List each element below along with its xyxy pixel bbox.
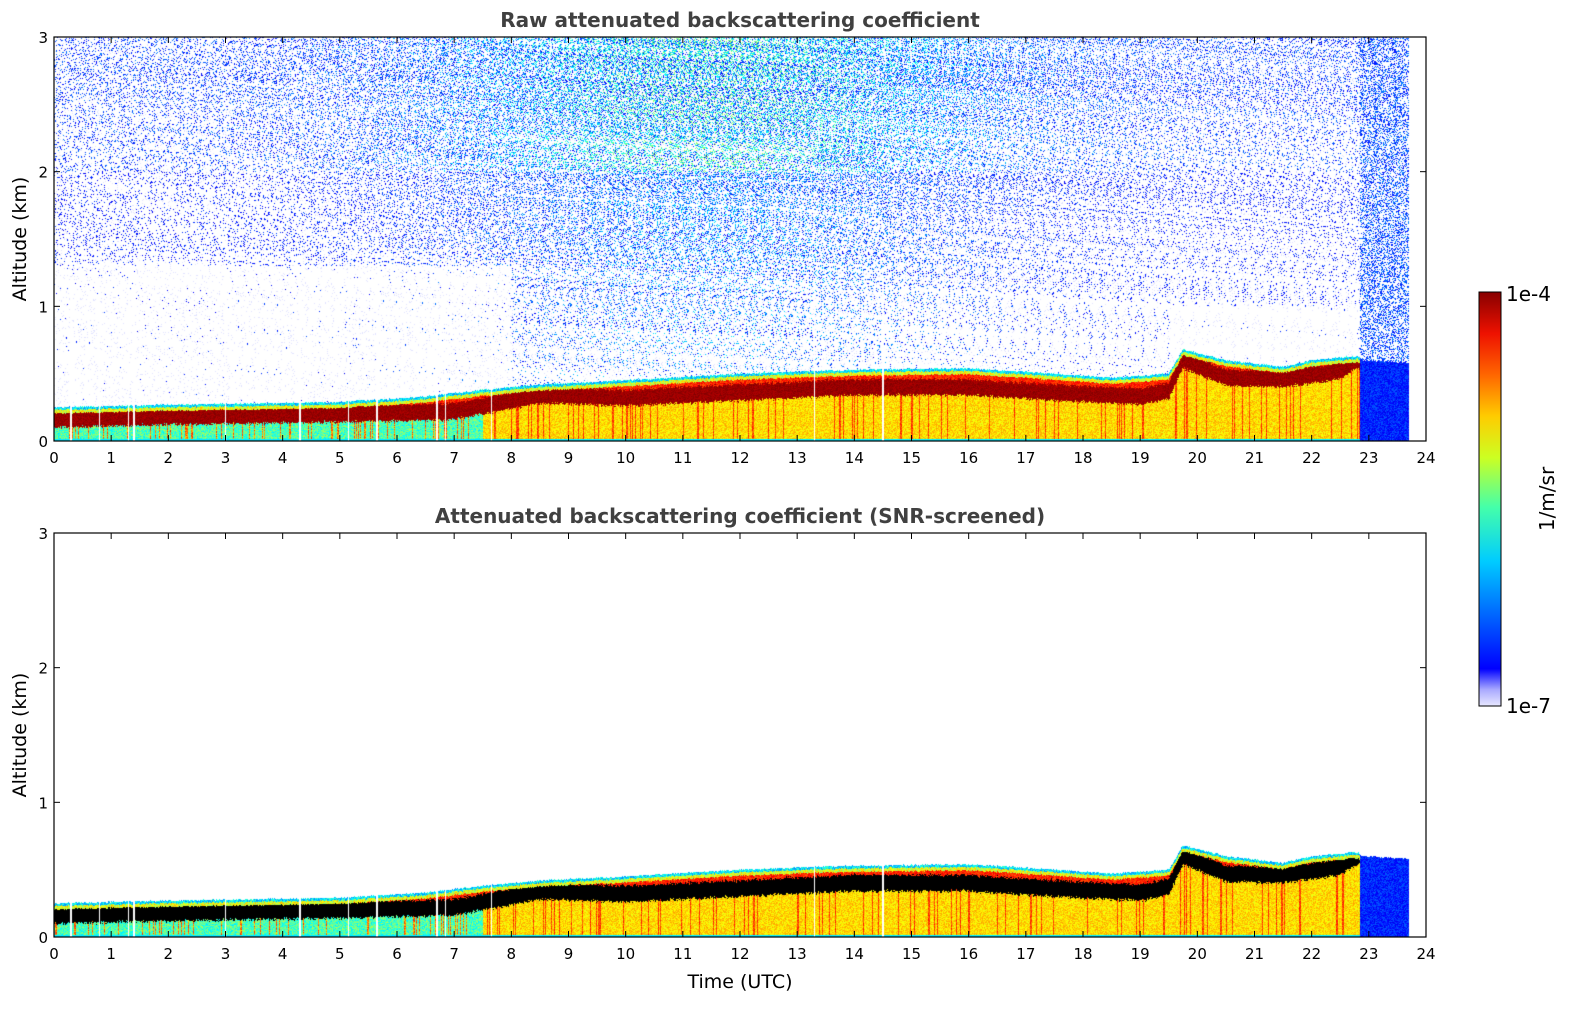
x-tick-label: 19 [1131,945,1150,963]
x-tick-label: 18 [1073,449,1092,467]
x-tick-label: 12 [730,449,749,467]
colorbar-unit-label: 1/m/sr [1535,466,1559,531]
colorbar-gradient [1478,291,1502,707]
x-tick-label: 13 [788,945,807,963]
x-tick-label: 8 [507,449,517,467]
x-tick-label: 13 [788,449,807,467]
bottom-heatmap [54,533,1426,937]
y-tick-label: 3 [38,29,48,47]
colorbar-min-label: 1e-7 [1506,694,1551,718]
x-tick-label: 6 [392,449,402,467]
x-tick-label: 7 [449,449,459,467]
bottom-panel: 0 1 2 3 4 5 6 7 8 9 10 11 12 13 14 15 16 17 18 19 20 21 22 23 24… [9,525,1436,993]
x-tick-label: 6 [392,945,402,963]
x-tick-label: 24 [1416,945,1435,963]
x-tick-label: 9 [564,449,574,467]
x-tick-label: 4 [278,449,288,467]
x-tick-label: 21 [1245,945,1264,963]
x-tick-label: 23 [1359,945,1378,963]
x-tick-label: 21 [1245,449,1264,467]
x-tick-label: 7 [449,945,459,963]
y-tick-label: 1 [38,298,48,316]
x-tick-label: 17 [1016,449,1035,467]
x-tick-label: 15 [902,449,921,467]
x-tick-label: 10 [616,945,635,963]
x-tick-label: 22 [1302,945,1321,963]
bottom-panel-title: Attenuated backscattering coefficient (S… [435,504,1045,528]
x-tick-label: 15 [902,945,921,963]
x-tick-label: 12 [730,945,749,963]
x-tick-label: 0 [49,945,59,963]
x-tick-label: 20 [1188,945,1207,963]
y-tick-label: 0 [38,929,48,947]
y-tick-label: 2 [38,164,48,182]
y-tick-label: 2 [38,660,48,678]
x-tick-label: 2 [164,945,174,963]
y-tick-label: 1 [38,794,48,812]
colorbar: 1e-4 1e-7 1/m/sr [1478,282,1559,718]
x-tick-label: 18 [1073,945,1092,963]
top-ylabel: Altitude (km) [9,177,31,302]
bottom-xlabel: Time (UTC) [686,971,792,993]
bottom-ticks: 0 1 2 3 4 5 6 7 8 9 10 11 12 13 14 15 16 17 18 19 20 21 22 23 24… [38,525,1435,963]
x-tick-label: 8 [507,945,517,963]
x-tick-label: 3 [221,945,231,963]
y-tick-label: 0 [38,433,48,451]
x-tick-label: 1 [106,945,116,963]
x-tick-label: 11 [673,945,692,963]
x-tick-label: 3 [221,449,231,467]
x-tick-label: 14 [845,945,864,963]
top-panel: 0 1 2 3 4 5 6 7 8 9 10 11 12 13 14 15 16 17 18 19 20 21 22 23 24… [9,29,1436,467]
x-tick-label: 0 [49,449,59,467]
x-tick-label: 9 [564,945,574,963]
x-tick-label: 14 [845,449,864,467]
x-tick-label: 17 [1016,945,1035,963]
colorbar-max-label: 1e-4 [1506,282,1551,306]
x-tick-label: 1 [106,449,116,467]
y-tick-label: 3 [38,525,48,543]
x-tick-label: 24 [1416,449,1435,467]
top-ticks: 0 1 2 3 4 5 6 7 8 9 10 11 12 13 14 15 16 17 18 19 20 21 22 23 24… [38,29,1435,467]
x-tick-label: 4 [278,945,288,963]
x-tick-label: 22 [1302,449,1321,467]
x-tick-label: 10 [616,449,635,467]
bottom-ylabel: Altitude (km) [9,673,31,798]
x-tick-label: 16 [959,945,978,963]
x-tick-label: 2 [164,449,174,467]
x-tick-label: 16 [959,449,978,467]
x-tick-label: 11 [673,449,692,467]
x-tick-label: 23 [1359,449,1378,467]
x-tick-label: 5 [335,945,345,963]
x-tick-label: 20 [1188,449,1207,467]
x-tick-label: 19 [1131,449,1150,467]
x-tick-label: 5 [335,449,345,467]
top-heatmap [54,37,1426,441]
top-panel-title: Raw attenuated backscattering coefficien… [500,8,980,32]
